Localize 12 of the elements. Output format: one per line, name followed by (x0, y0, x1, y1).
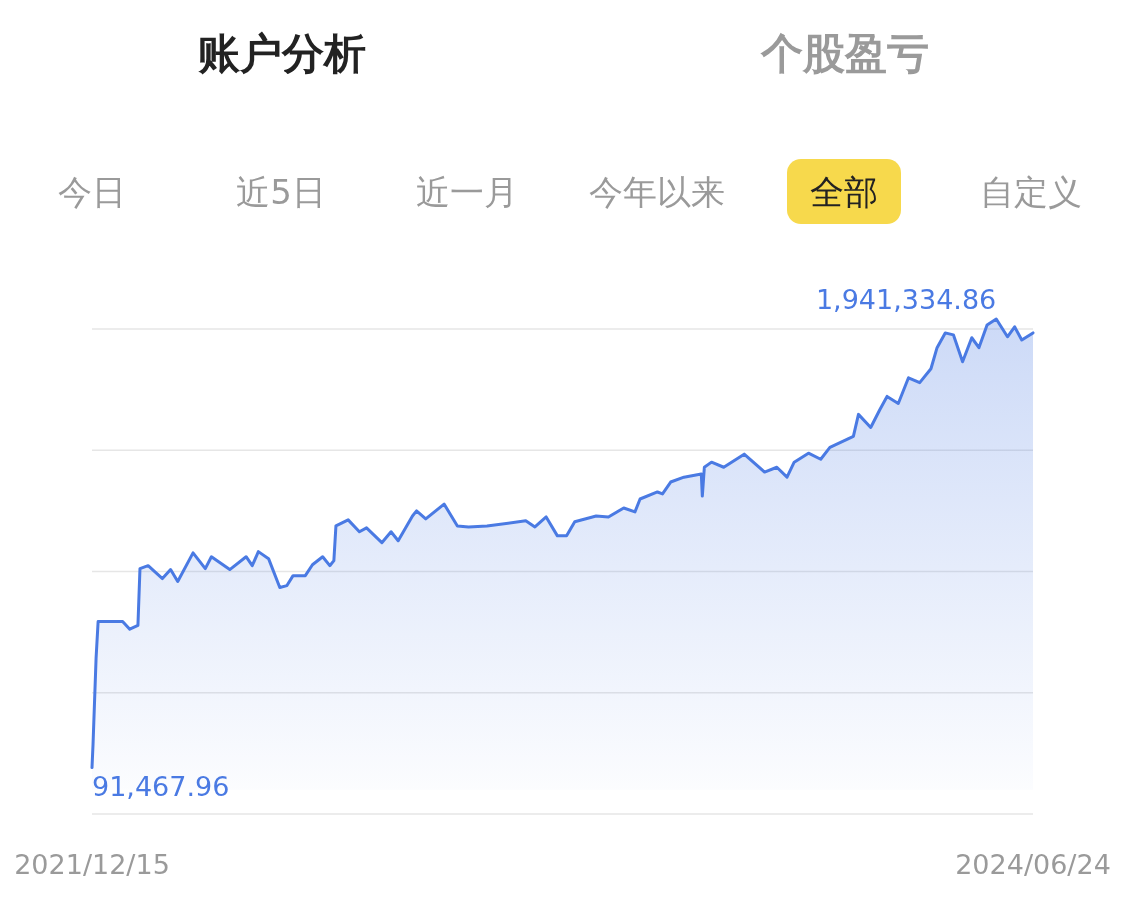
text: 近5日 (236, 172, 326, 212)
text: 今年以来 (589, 172, 725, 212)
text: 自定义 (980, 172, 1082, 212)
x-tick-label: 2024/06/24 (955, 849, 1111, 880)
text: 全部 (810, 172, 878, 212)
text: 近一月 (416, 172, 518, 212)
text: 账户分析 (198, 29, 366, 78)
data-label: 1,941,334.86 (815, 284, 997, 315)
x-tick-label: 2021/12/15 (14, 849, 170, 880)
text: 个股盈亏 (760, 29, 929, 78)
text: 今日 (58, 172, 126, 212)
data-label: 91,467.96 (92, 770, 230, 802)
